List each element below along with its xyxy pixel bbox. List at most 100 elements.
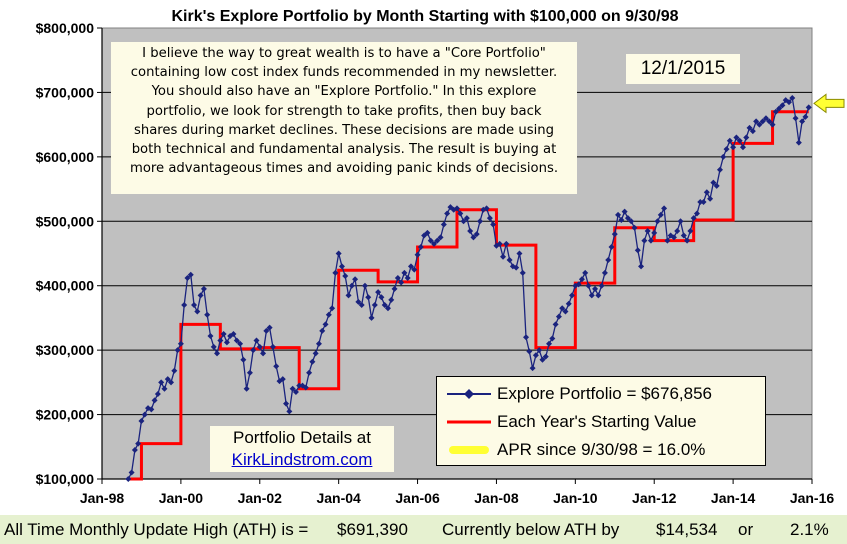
data-point	[135, 440, 142, 447]
data-point	[131, 447, 138, 454]
data-point	[490, 221, 497, 228]
data-point	[154, 390, 161, 397]
data-point	[690, 215, 697, 222]
data-point	[384, 305, 391, 312]
data-point	[716, 166, 723, 173]
data-point	[240, 356, 247, 363]
data-point	[638, 263, 645, 270]
y-tick-label: $200,000	[36, 407, 95, 423]
data-point	[411, 266, 418, 273]
data-point	[769, 121, 776, 128]
data-point	[618, 216, 625, 223]
data-point	[559, 305, 566, 312]
data-point	[279, 376, 286, 383]
data-point	[805, 104, 812, 111]
data-point	[260, 350, 267, 357]
data-point	[674, 227, 681, 234]
data-point	[194, 308, 201, 315]
step-line	[128, 110, 809, 481]
data-point	[181, 302, 188, 309]
kirklindstrom-link[interactable]: KirkLindstrom.com	[231, 450, 373, 469]
ath-footer: All Time Monthly Update High (ATH) is = …	[0, 515, 847, 544]
data-point	[414, 251, 421, 258]
data-point	[684, 237, 691, 244]
data-point	[519, 269, 526, 276]
data-point	[404, 274, 411, 281]
legend-label: Each Year's Starting Value	[497, 412, 697, 431]
data-point	[611, 231, 618, 238]
data-point	[546, 340, 553, 347]
y-tick-label: $700,000	[36, 84, 95, 100]
or-label: or	[738, 520, 754, 539]
data-point	[749, 128, 756, 135]
data-point	[286, 408, 293, 415]
data-point	[437, 234, 444, 241]
y-tick-label: $400,000	[36, 278, 95, 294]
data-point	[575, 281, 582, 288]
data-point	[148, 406, 155, 413]
data-point	[246, 369, 253, 376]
data-point	[296, 382, 303, 389]
data-point	[746, 124, 753, 131]
data-point	[539, 356, 546, 363]
data-point	[187, 271, 194, 278]
data-point	[355, 298, 362, 305]
data-point	[523, 334, 530, 341]
data-point	[361, 282, 368, 289]
data-point	[601, 269, 608, 276]
red-line-icon	[447, 420, 491, 424]
data-point	[582, 269, 589, 276]
data-point	[680, 232, 687, 239]
data-point	[608, 244, 615, 251]
data-point	[444, 210, 451, 217]
x-tick-label: Jan-12	[632, 490, 677, 506]
data-point	[463, 215, 470, 222]
data-point	[467, 227, 474, 234]
data-point	[723, 146, 730, 153]
data-point	[332, 269, 339, 276]
data-point	[325, 311, 332, 318]
yellow-left-arrow-icon	[813, 93, 845, 114]
data-point	[338, 263, 345, 270]
data-point	[486, 215, 493, 222]
data-point	[312, 350, 319, 357]
data-point	[243, 385, 250, 392]
data-point	[454, 205, 460, 212]
data-point	[739, 144, 746, 151]
data-point	[417, 244, 424, 251]
data-point	[700, 198, 707, 205]
note-line: I believe the way to great wealth is to …	[142, 46, 546, 61]
data-point	[253, 337, 260, 344]
data-point	[795, 139, 802, 146]
data-point	[309, 358, 316, 365]
y-tick-label: $100,000	[36, 471, 95, 487]
data-point	[470, 234, 477, 241]
arrow-shape	[813, 93, 845, 114]
data-point	[483, 205, 490, 212]
data-point	[664, 237, 671, 244]
diamond-line-icon	[447, 389, 491, 399]
data-point	[641, 237, 648, 244]
y-tick-label: $500,000	[36, 213, 95, 229]
data-point	[365, 294, 372, 301]
data-point	[158, 379, 165, 386]
data-point	[335, 250, 342, 257]
data-point	[342, 273, 349, 280]
data-point	[125, 476, 132, 482]
data-point	[713, 182, 720, 189]
data-point	[644, 227, 651, 234]
data-point	[174, 347, 181, 354]
data-point	[733, 134, 740, 141]
data-point	[789, 94, 796, 101]
data-point	[217, 337, 224, 344]
data-point	[730, 144, 737, 151]
data-point	[536, 347, 543, 354]
y-tick-label: $800,000	[36, 20, 95, 36]
data-point	[542, 353, 549, 360]
data-point	[273, 363, 280, 370]
data-point	[513, 264, 520, 271]
data-point	[322, 321, 329, 328]
legend-label: APR since 9/30/98 = 16.0%	[497, 440, 706, 459]
data-point	[230, 331, 237, 338]
data-point	[177, 340, 184, 347]
